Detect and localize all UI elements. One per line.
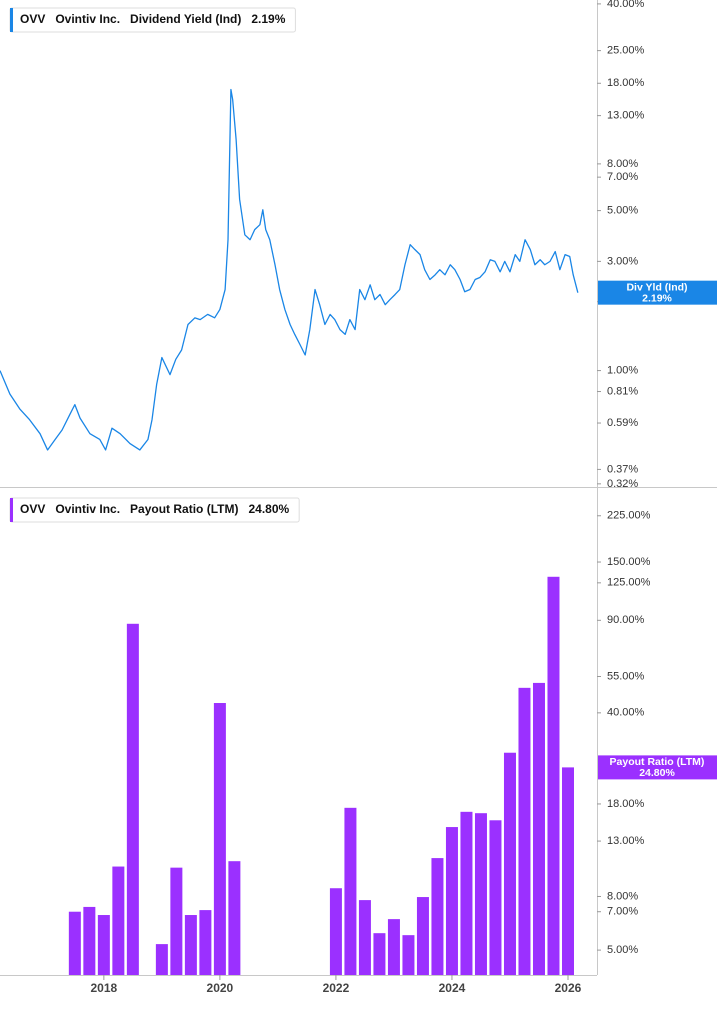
y-tick-label: 5.00% [607, 205, 638, 217]
bar [213, 703, 226, 975]
data-line [0, 88, 579, 451]
y-tick-label: 40.00% [607, 707, 645, 719]
y-tick-label: 0.37% [607, 463, 638, 475]
y-tick-label: 7.00% [607, 906, 638, 918]
bar [474, 813, 487, 975]
y-tick-label: 8.00% [607, 158, 638, 170]
bar [489, 820, 502, 975]
ticker: OVV [20, 502, 45, 516]
legend-swatch [10, 8, 13, 32]
y-tick-label: 18.00% [607, 77, 645, 89]
bar [547, 576, 560, 975]
bar [561, 767, 574, 975]
bar [532, 682, 545, 975]
bar [228, 861, 241, 975]
bar [83, 906, 96, 975]
bar [97, 915, 110, 975]
legend: OVV Ovintiv Inc. Payout Ratio (LTM) 24.80% [9, 497, 300, 523]
bar [112, 866, 125, 975]
bar [344, 807, 357, 975]
flag-value: 24.80% [639, 767, 675, 779]
value-flag [598, 280, 717, 305]
y-tick-label: 90.00% [607, 614, 645, 626]
bar [460, 811, 473, 975]
legend-label: Payout Ratio (LTM) [130, 502, 238, 516]
current-value: 24.80% [248, 502, 289, 516]
y-tick-label: 3.00% [607, 255, 638, 267]
y-tick-label: 25.00% [607, 45, 645, 57]
value-flag [598, 755, 717, 780]
company: Ovintiv Inc. [55, 12, 120, 26]
x-tick-label: 2022 [323, 981, 350, 995]
y-tick-label: 0.59% [607, 417, 638, 429]
current-value: 2.19% [251, 12, 285, 26]
bar [503, 752, 516, 975]
y-tick-label: 7.00% [607, 171, 638, 183]
x-tick-label: 2024 [439, 981, 466, 995]
y-tick-label: 1.00% [607, 364, 638, 376]
bar [431, 858, 444, 975]
legend: OVV Ovintiv Inc. Dividend Yield (Ind) 2.19% [9, 7, 296, 33]
y-tick-label: 8.00% [607, 890, 638, 902]
x-tick-label: 2020 [207, 981, 234, 995]
legend-label: Dividend Yield (Ind) [130, 12, 241, 26]
y-tick-label: 125.00% [607, 577, 651, 589]
y-tick-label: 55.00% [607, 670, 645, 682]
bar [329, 888, 342, 975]
y-tick-label: 18.00% [607, 798, 645, 810]
flag-label: Payout Ratio (LTM) [610, 756, 705, 768]
bar [402, 935, 415, 975]
bar [155, 944, 168, 975]
bar [199, 910, 212, 975]
flag-value: 2.19% [642, 292, 672, 304]
legend-swatch [10, 498, 13, 522]
bar [445, 827, 458, 975]
y-tick-label: 5.00% [607, 944, 638, 956]
y-tick-label: 225.00% [607, 510, 651, 522]
bar [416, 897, 429, 975]
y-tick-label: 13.00% [607, 110, 645, 122]
x-tick-label: 2026 [555, 981, 582, 995]
ticker: OVV [20, 12, 45, 26]
y-tick-label: 0.81% [607, 385, 638, 397]
x-tick-label: 2018 [90, 981, 117, 995]
bar [68, 911, 81, 975]
y-tick-label: 40.00% [607, 0, 645, 10]
bar [170, 867, 183, 975]
bar [126, 623, 139, 975]
y-tick-label: 150.00% [607, 556, 651, 568]
company: Ovintiv Inc. [55, 502, 120, 516]
bar [184, 915, 197, 975]
bar [358, 900, 371, 975]
bar [518, 687, 531, 975]
y-tick-label: 13.00% [607, 835, 645, 847]
bar [387, 919, 400, 975]
flag-label: Div Yld (Ind) [626, 281, 687, 293]
y-tick-label: 0.32% [607, 478, 638, 490]
bar [373, 933, 386, 975]
